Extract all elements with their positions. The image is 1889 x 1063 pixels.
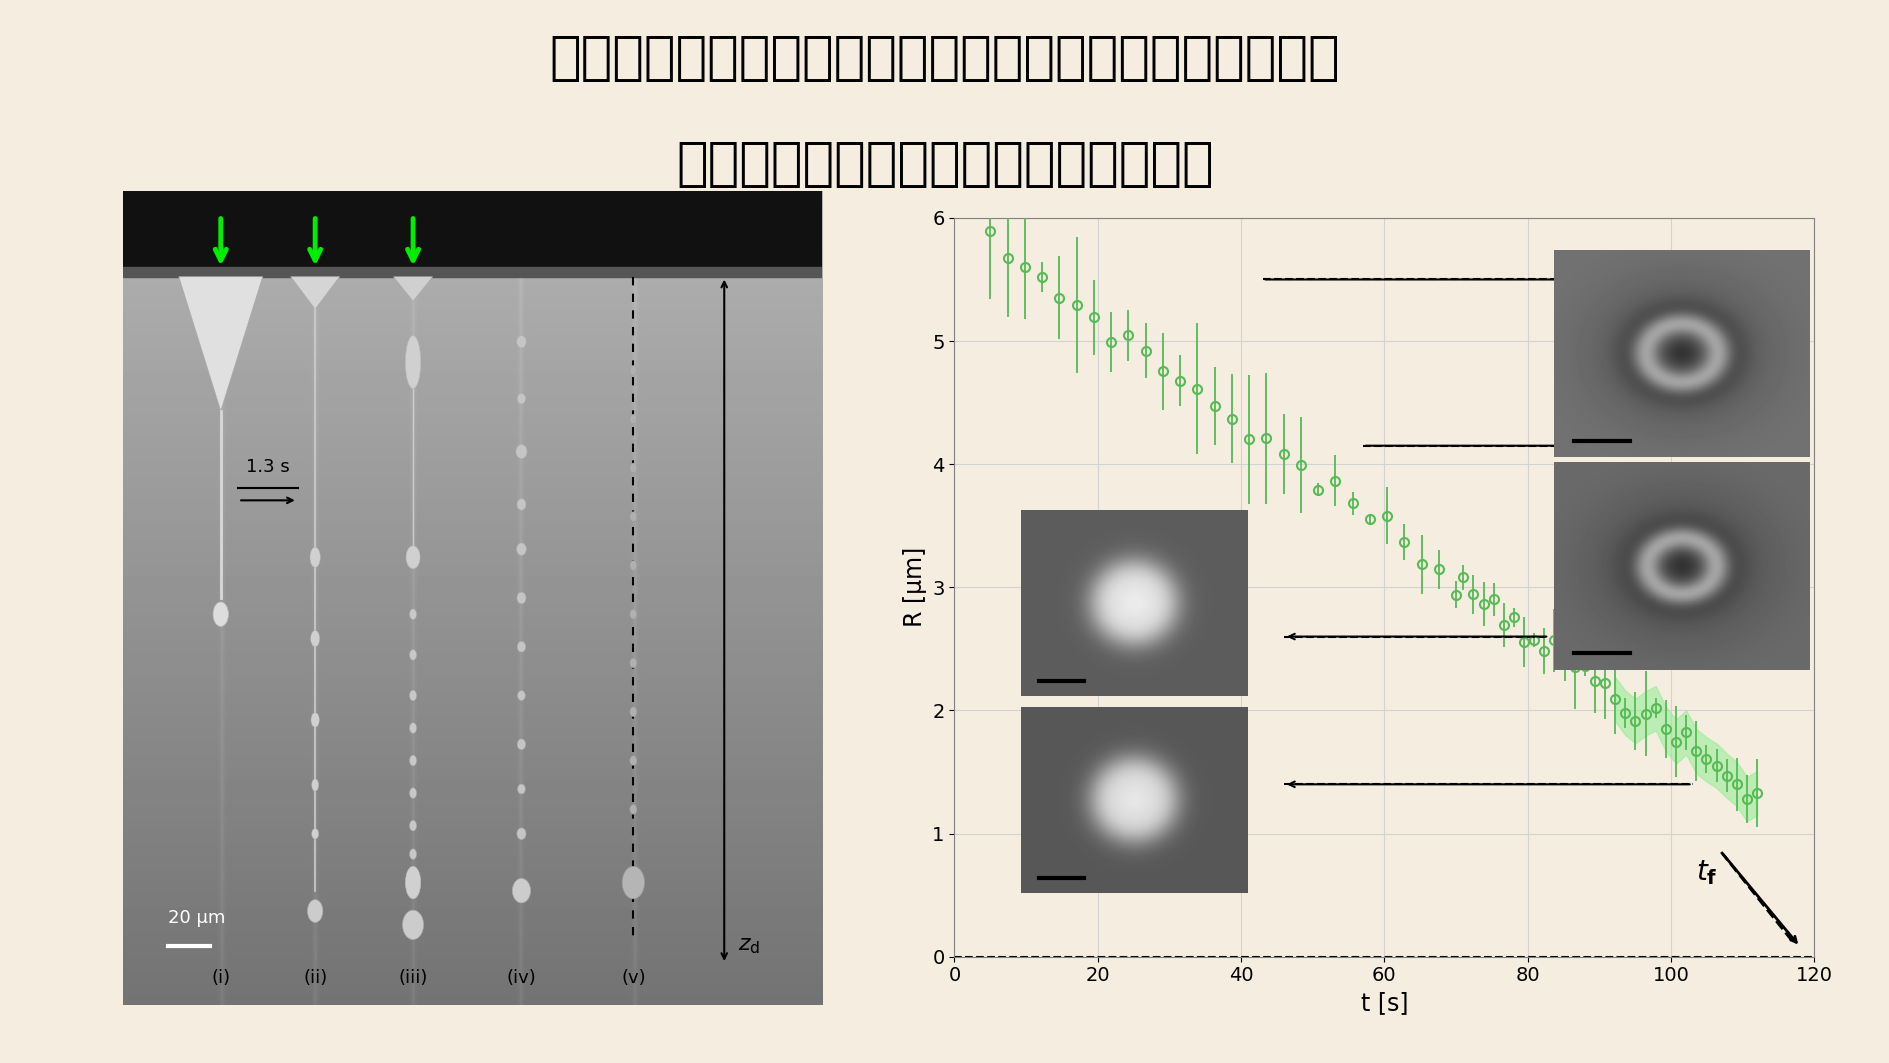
Text: (iii): (iii) xyxy=(399,968,427,986)
Ellipse shape xyxy=(629,805,637,814)
Text: 上から垂らしたときに水滴になります: 上から垂らしたときに水滴になります xyxy=(676,138,1213,190)
Polygon shape xyxy=(393,276,433,301)
Ellipse shape xyxy=(516,828,525,840)
Text: 1.3 s: 1.3 s xyxy=(246,458,289,476)
Text: レーザーをあてると成分がかく拌され表面張力も変化し: レーザーをあてると成分がかく拌され表面張力も変化し xyxy=(550,32,1339,84)
Ellipse shape xyxy=(629,415,637,424)
Ellipse shape xyxy=(312,779,319,791)
Ellipse shape xyxy=(629,609,637,619)
Polygon shape xyxy=(179,276,263,411)
Ellipse shape xyxy=(518,393,525,404)
Ellipse shape xyxy=(410,609,416,620)
Ellipse shape xyxy=(410,649,416,660)
Ellipse shape xyxy=(518,784,525,794)
Ellipse shape xyxy=(516,499,525,510)
Ellipse shape xyxy=(404,866,421,899)
Ellipse shape xyxy=(213,602,229,626)
Ellipse shape xyxy=(621,866,644,899)
Ellipse shape xyxy=(629,658,637,668)
Ellipse shape xyxy=(410,788,416,798)
Ellipse shape xyxy=(516,444,527,459)
Text: (ii): (ii) xyxy=(302,968,327,986)
Text: 20 μm: 20 μm xyxy=(168,909,225,927)
Text: (iv): (iv) xyxy=(506,968,536,986)
Ellipse shape xyxy=(629,560,637,570)
Ellipse shape xyxy=(518,739,525,749)
Ellipse shape xyxy=(402,910,423,940)
Ellipse shape xyxy=(410,849,416,859)
Ellipse shape xyxy=(512,878,531,902)
Ellipse shape xyxy=(410,690,416,701)
Bar xyxy=(123,191,822,269)
Ellipse shape xyxy=(516,336,525,348)
Ellipse shape xyxy=(312,828,319,839)
Ellipse shape xyxy=(629,756,637,765)
Ellipse shape xyxy=(410,723,416,733)
Ellipse shape xyxy=(312,712,319,727)
X-axis label: t [s]: t [s] xyxy=(1360,991,1407,1015)
Text: (i): (i) xyxy=(212,968,230,986)
Ellipse shape xyxy=(308,899,323,923)
Text: (v): (v) xyxy=(621,968,646,986)
Ellipse shape xyxy=(629,511,637,522)
Ellipse shape xyxy=(310,547,321,568)
Ellipse shape xyxy=(516,592,525,604)
Ellipse shape xyxy=(404,336,421,389)
Ellipse shape xyxy=(410,756,416,765)
Ellipse shape xyxy=(629,463,637,473)
Ellipse shape xyxy=(406,546,419,569)
Ellipse shape xyxy=(410,821,416,831)
Text: $t_\mathbf{f}$: $t_\mathbf{f}$ xyxy=(1694,858,1717,888)
Ellipse shape xyxy=(516,543,525,555)
Ellipse shape xyxy=(518,691,525,701)
Y-axis label: R [μm]: R [μm] xyxy=(903,547,926,627)
Ellipse shape xyxy=(629,707,637,716)
Bar xyxy=(123,267,822,276)
Ellipse shape xyxy=(518,641,525,652)
Ellipse shape xyxy=(310,630,319,646)
Polygon shape xyxy=(291,276,340,309)
Text: $z_\mathrm{d}$: $z_\mathrm{d}$ xyxy=(739,935,759,956)
Ellipse shape xyxy=(629,366,637,375)
